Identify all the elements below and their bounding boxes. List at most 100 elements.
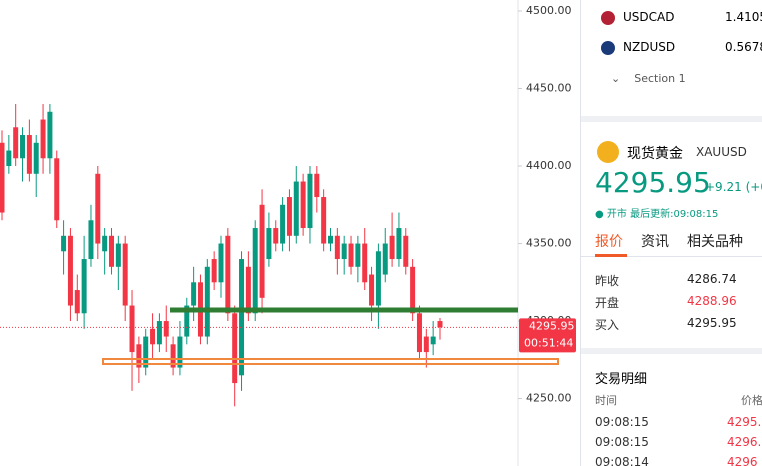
- trade-price: 4296: [727, 455, 758, 466]
- candle-body: [328, 235, 333, 244]
- candle-body: [307, 173, 313, 229]
- status: 开市: [606, 209, 627, 220]
- price-axis: 4500.004450.004400.004350.004300.004250.…: [0, 4, 576, 405]
- candle-body: [170, 344, 176, 368]
- candle-body: [26, 135, 32, 174]
- candle-body: [252, 228, 258, 314]
- watch-price: 1.4105: [725, 10, 762, 24]
- stat-value: 4295.95: [687, 316, 737, 330]
- candle-body: [232, 313, 238, 384]
- candle-body: [416, 313, 422, 353]
- candle-body: [280, 204, 286, 244]
- candle-body: [191, 282, 197, 306]
- candle-body: [266, 228, 272, 260]
- trade-price: 4295.: [727, 415, 762, 429]
- trade-time: 09:08:15: [595, 435, 649, 449]
- candle-body: [286, 197, 292, 236]
- tab[interactable]: 相关品种: [687, 234, 743, 250]
- candle-body: [156, 321, 162, 345]
- candle-body: [300, 181, 306, 229]
- trades-header: 价格: [741, 394, 762, 407]
- stat-label: 开盘: [595, 296, 620, 310]
- candle-body: [410, 266, 416, 314]
- tab-underline: [595, 254, 627, 257]
- candle-body: [423, 336, 429, 353]
- quote-change: +9.21 (+0: [705, 180, 762, 194]
- y-tick-label: 4450.00: [526, 82, 572, 95]
- quote-name: 现货黄金: [627, 146, 683, 162]
- y-tick-label: 4400.00: [526, 159, 572, 172]
- watch-symbol[interactable]: NZDUSD: [623, 40, 676, 54]
- candle-body: [20, 135, 26, 159]
- candle-body: [355, 243, 361, 267]
- candle-body: [396, 228, 402, 260]
- candle-body: [6, 150, 12, 167]
- candle-body: [0, 142, 5, 213]
- tab[interactable]: 资讯: [641, 234, 669, 250]
- plot: [0, 104, 443, 407]
- candle-body: [67, 235, 73, 306]
- candle-body: [341, 243, 347, 260]
- candle-body: [389, 235, 395, 260]
- quote-symbol: XAUUSD: [696, 145, 747, 159]
- candle-body: [95, 173, 101, 244]
- tab-divider: [581, 256, 762, 257]
- candle-body: [314, 173, 320, 198]
- trade-time: 09:08:15: [595, 415, 649, 429]
- gold-icon: [597, 141, 619, 163]
- candle-body: [150, 328, 156, 345]
- candle-body: [375, 251, 381, 306]
- watch-symbol[interactable]: USDCAD: [623, 10, 675, 24]
- quote-price: 4295.95: [595, 166, 711, 199]
- candle-body: [102, 235, 108, 252]
- candle-body: [239, 259, 245, 376]
- drawn-zone[interactable]: [102, 358, 559, 365]
- candle-body: [293, 181, 299, 236]
- quote-status: ● 开市 最后更新:09:08:15: [595, 209, 719, 220]
- candle-body: [88, 220, 94, 260]
- trade-price: 4296.: [727, 435, 762, 449]
- candle-body: [109, 235, 114, 267]
- chart: 4500.004450.004400.004350.004300.004250.…: [0, 0, 576, 466]
- updated: 最后更新:09:08:15: [630, 209, 719, 220]
- candle-body: [259, 204, 265, 298]
- watch-price: 0.5678: [725, 40, 762, 54]
- flag-icon: [601, 11, 615, 25]
- candle-body: [273, 228, 279, 244]
- side-panel: ⌄ Section 1 现货黄金 XAUUSD 4295.95 +9.21 (+0…: [580, 0, 762, 466]
- candle-body: [163, 321, 169, 337]
- candle-body: [204, 266, 210, 337]
- candle-body: [184, 305, 190, 337]
- candle-body: [211, 259, 217, 283]
- candle-body: [437, 321, 443, 328]
- candle-body: [122, 243, 128, 306]
- stat-label: 昨收: [595, 274, 620, 288]
- trades-title: 交易明细: [595, 372, 648, 387]
- stat-label: 买入: [595, 318, 620, 332]
- candle-body: [33, 142, 39, 174]
- candle-body: [382, 243, 388, 275]
- candle-body: [348, 243, 354, 267]
- countdown-label: 00:51:44: [524, 336, 573, 349]
- candle-body: [40, 119, 46, 159]
- candle-body: [218, 243, 224, 283]
- candle-body: [81, 259, 87, 314]
- candle-body: [129, 305, 135, 353]
- candle-body: [321, 197, 327, 244]
- last-price-label: 4295.95: [529, 319, 575, 332]
- candle-body: [143, 336, 149, 368]
- candle-body: [74, 290, 80, 314]
- candle-body: [245, 266, 251, 314]
- tab[interactable]: 报价: [595, 234, 623, 250]
- y-tick-label: 4250.00: [526, 392, 572, 405]
- trades-header: 时间: [595, 394, 617, 407]
- section-header[interactable]: ⌄ Section 1: [611, 72, 686, 85]
- divider: [581, 348, 762, 354]
- candle-body: [362, 243, 368, 283]
- stat-value: 4288.96: [687, 294, 737, 308]
- candle-body: [334, 235, 340, 260]
- trade-time: 09:08:14: [595, 455, 649, 466]
- candle-body: [369, 274, 375, 306]
- y-tick-label: 4350.00: [526, 237, 572, 250]
